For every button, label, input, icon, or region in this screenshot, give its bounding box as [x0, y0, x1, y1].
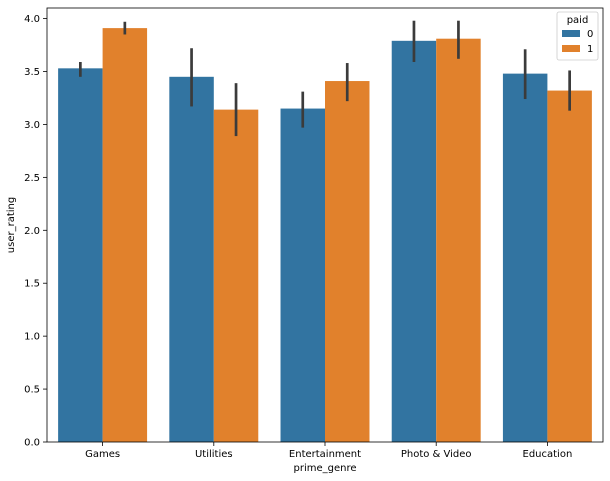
- legend-title: paid: [567, 15, 589, 26]
- errorbars-layer: [79, 20, 571, 137]
- x-tick-label-0: Games: [85, 449, 120, 460]
- bar-1-2: [325, 81, 370, 442]
- legend-swatch-series-1: [562, 45, 580, 52]
- y-tick-label-5: 2.5: [24, 173, 40, 184]
- y-tick-label-6: 3.0: [24, 120, 40, 131]
- bar-0-2: [280, 108, 325, 442]
- y-tick-label-0: 0.0: [24, 438, 40, 449]
- y-axis: 0.0 0.5 1.0 1.5 2.0 2.5 3.0 3.5 4.0: [24, 14, 47, 449]
- bars-layer: [58, 28, 592, 443]
- bar-1-1: [213, 109, 259, 443]
- x-axis-label: prime_genre: [293, 463, 356, 474]
- bar-1-4: [547, 90, 592, 442]
- y-tick-label-7: 3.5: [24, 67, 40, 78]
- y-axis-label: user_rating: [6, 197, 17, 253]
- x-tick-label-4: Education: [523, 449, 573, 460]
- x-tick-label-1: Utilities: [195, 449, 233, 460]
- bar-0-3: [391, 40, 437, 442]
- y-tick-label-4: 2.0: [24, 226, 40, 237]
- y-tick-label-1: 0.5: [24, 385, 40, 396]
- y-tick-label-2: 1.0: [24, 332, 40, 343]
- legend-swatch-series-0: [562, 30, 580, 37]
- bar-0-4: [502, 73, 548, 442]
- bar-0-1: [169, 76, 214, 443]
- y-tick-label-8: 4.0: [24, 14, 40, 25]
- x-tick-label-2: Entertainment: [289, 449, 361, 460]
- y-tick-label-3: 1.5: [24, 279, 40, 290]
- bar-1-0: [102, 28, 148, 443]
- x-axis: Games Utilities Entertainment Photo & Video…: [85, 442, 572, 460]
- bar-1-3: [436, 38, 481, 442]
- x-tick-label-3: Photo & Video: [401, 449, 472, 460]
- legend-label-series-0: 0: [587, 29, 593, 40]
- plot-frame: [46, 7, 604, 443]
- legend-label-series-1: 1: [587, 44, 593, 55]
- bar-0-0: [58, 68, 103, 443]
- legend: paid 0 1: [556, 11, 599, 61]
